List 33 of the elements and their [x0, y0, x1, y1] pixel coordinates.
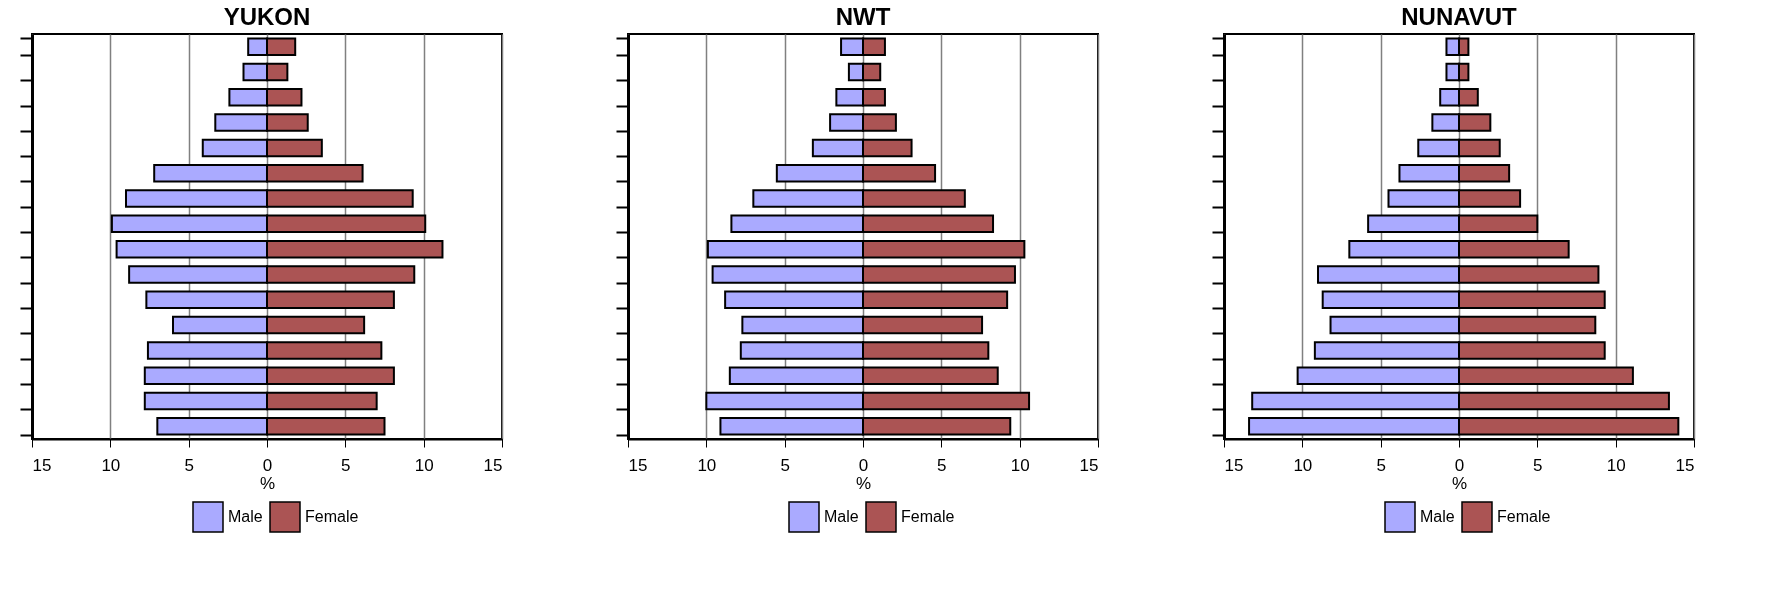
x-tick-label: 10 — [697, 455, 717, 475]
x-tick-label: 0 — [858, 455, 869, 475]
legend-label: Male — [1420, 508, 1455, 525]
x-tick-label: 0 — [1454, 455, 1465, 475]
x-tick-label: 10 — [1606, 455, 1626, 475]
legend-label: Male — [228, 508, 263, 525]
x-tick-label: 15 — [483, 455, 503, 475]
x-tick-label: 5 — [341, 455, 351, 475]
x-tick-label: 5 — [184, 455, 194, 475]
chart-title: YUKON — [223, 3, 311, 30]
x-tick-label: 10 — [1293, 455, 1313, 475]
x-axis-title: % — [259, 473, 276, 493]
x-tick-label: 10 — [1010, 455, 1030, 475]
legend-label: Male — [824, 508, 859, 525]
x-tick-label: 5 — [780, 455, 790, 475]
x-tick-label: 15 — [1224, 455, 1244, 475]
x-tick-label: 5 — [1376, 455, 1386, 475]
x-tick-label: 15 — [628, 455, 648, 475]
x-tick-label: 10 — [414, 455, 434, 475]
legend-label: Female — [1497, 508, 1551, 525]
legend-label: Female — [305, 508, 359, 525]
x-tick-label: 15 — [1079, 455, 1099, 475]
x-axis-title: % — [1451, 473, 1468, 493]
chart-title: NWT — [835, 3, 891, 30]
legend-label: Female — [901, 508, 955, 525]
x-tick-label: 0 — [262, 455, 273, 475]
chart-title: NUNAVUT — [1401, 3, 1518, 30]
x-tick-label: 15 — [1675, 455, 1695, 475]
x-tick-label: 5 — [937, 455, 947, 475]
x-tick-label: 5 — [1533, 455, 1543, 475]
x-tick-label: 10 — [101, 455, 121, 475]
x-axis-title: % — [855, 473, 872, 493]
x-tick-label: 15 — [32, 455, 52, 475]
